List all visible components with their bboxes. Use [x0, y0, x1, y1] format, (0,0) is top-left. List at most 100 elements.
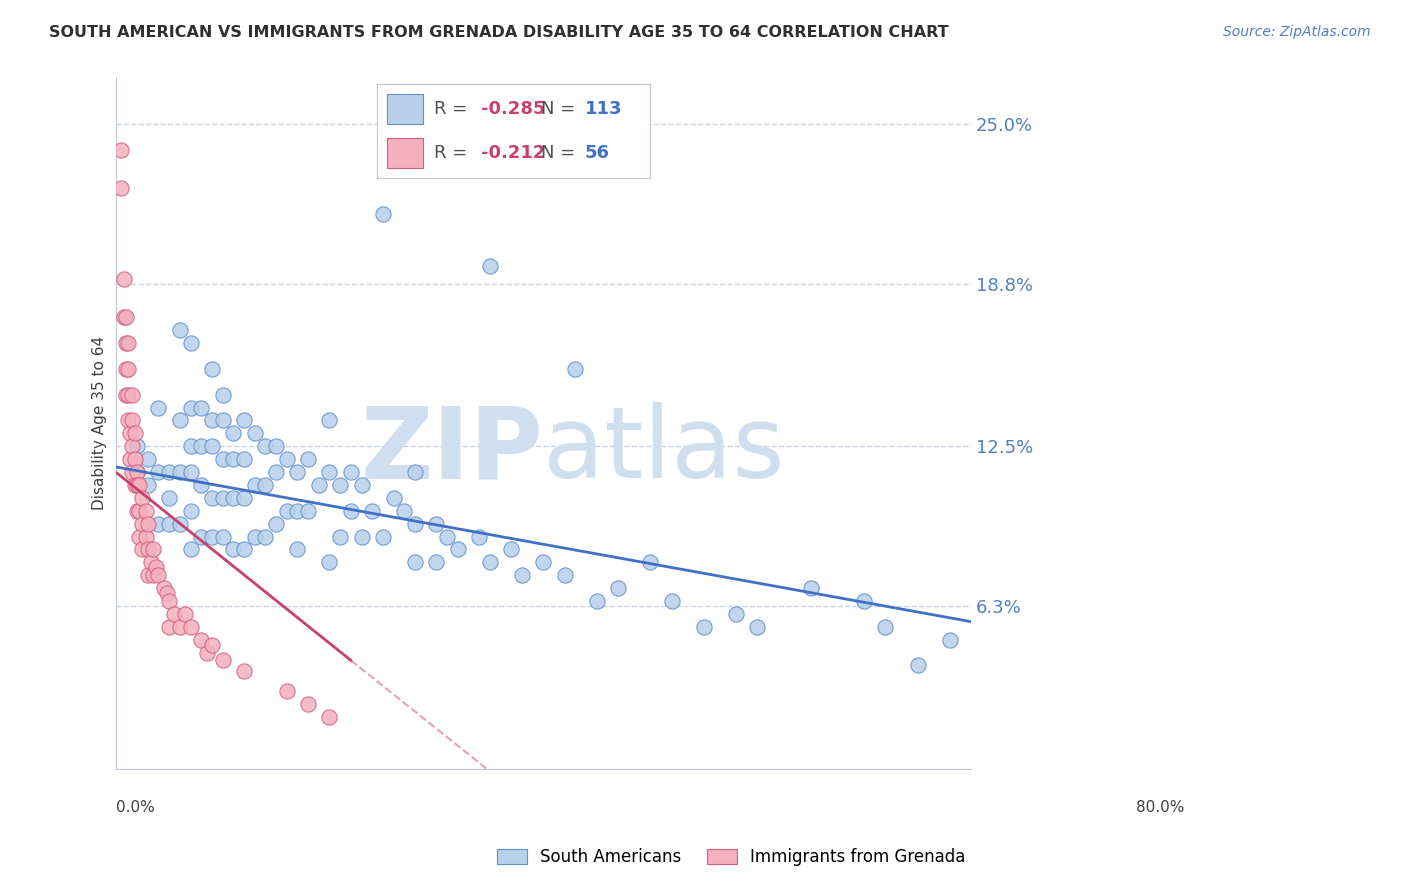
Point [564, 362, 586, 376]
Point [179, 465, 201, 479]
Point [211, 529, 233, 543]
Point [201, 529, 224, 543]
Point [121, 465, 143, 479]
Point [211, 452, 233, 467]
Point [222, 491, 245, 505]
Point [148, 568, 170, 582]
Point [136, 568, 159, 582]
Point [287, 504, 309, 518]
Point [350, 478, 373, 492]
Point [875, 620, 897, 634]
Point [501, 542, 523, 557]
Point [169, 620, 191, 634]
Point [340, 465, 363, 479]
Point [276, 504, 298, 518]
Point [747, 620, 769, 634]
Point [131, 542, 153, 557]
Point [157, 620, 180, 634]
Point [169, 323, 191, 337]
Point [136, 452, 159, 467]
Point [135, 529, 157, 543]
Point [139, 555, 162, 569]
Point [125, 478, 148, 492]
Point [201, 439, 224, 453]
Point [211, 387, 233, 401]
Point [297, 452, 319, 467]
Point [243, 478, 266, 492]
Point [233, 664, 256, 678]
Point [276, 452, 298, 467]
Point [404, 465, 426, 479]
Point [148, 516, 170, 531]
Point [638, 555, 661, 569]
Point [117, 336, 139, 351]
Point [222, 426, 245, 441]
Point [425, 555, 447, 569]
Point [112, 310, 135, 325]
Point [201, 413, 224, 427]
Point [118, 426, 141, 441]
Point [211, 491, 233, 505]
Point [179, 336, 201, 351]
Point [115, 336, 138, 351]
Point [157, 465, 180, 479]
Point [222, 452, 245, 467]
Text: Source: ZipAtlas.com: Source: ZipAtlas.com [1223, 25, 1371, 39]
Point [287, 542, 309, 557]
Point [308, 478, 330, 492]
Point [190, 632, 212, 647]
Point [276, 684, 298, 698]
Point [157, 594, 180, 608]
Point [585, 594, 607, 608]
Point [118, 452, 141, 467]
Point [724, 607, 747, 621]
Point [190, 529, 212, 543]
Point [661, 594, 683, 608]
Point [254, 439, 277, 453]
Point [124, 452, 146, 467]
Point [179, 439, 201, 453]
Point [115, 310, 138, 325]
Point [211, 653, 233, 667]
Point [478, 555, 501, 569]
Point [243, 529, 266, 543]
Text: 80.0%: 80.0% [1136, 800, 1185, 814]
Point [554, 568, 576, 582]
Point [131, 491, 153, 505]
Point [169, 465, 191, 479]
Point [264, 516, 287, 531]
Point [692, 620, 714, 634]
Point [318, 465, 340, 479]
Point [125, 465, 148, 479]
Point [907, 658, 929, 673]
Point [117, 362, 139, 376]
Point [142, 568, 165, 582]
Point [179, 504, 201, 518]
Point [131, 516, 153, 531]
Point [115, 387, 138, 401]
Point [361, 504, 384, 518]
Point [318, 555, 340, 569]
Point [156, 586, 179, 600]
Point [233, 542, 256, 557]
Point [169, 413, 191, 427]
Point [179, 620, 201, 634]
Point [243, 426, 266, 441]
Point [136, 516, 159, 531]
Point [179, 542, 201, 557]
Point [115, 362, 138, 376]
Point [145, 560, 167, 574]
Point [404, 516, 426, 531]
Point [371, 529, 394, 543]
Point [148, 401, 170, 415]
Point [169, 516, 191, 531]
Point [110, 181, 132, 195]
Point [195, 646, 218, 660]
Point [233, 452, 256, 467]
Point [371, 207, 394, 221]
Text: atlas: atlas [543, 402, 785, 500]
Point [174, 607, 197, 621]
Point [478, 259, 501, 273]
Point [297, 697, 319, 711]
Point [135, 504, 157, 518]
